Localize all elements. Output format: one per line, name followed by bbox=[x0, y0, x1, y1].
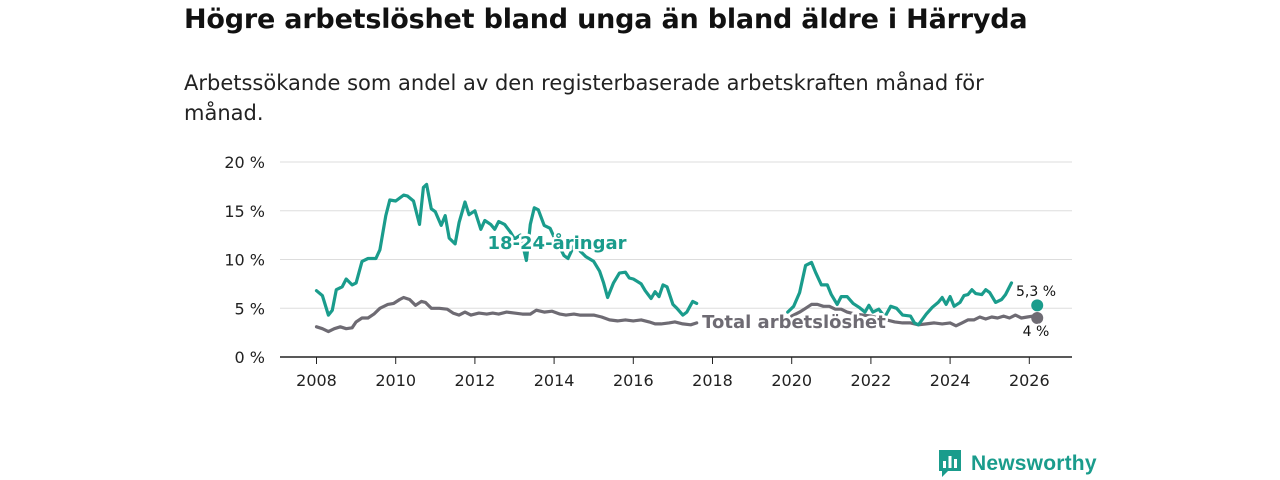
axes: 0 % 5 % 10 % 15 % 20 % 2008 2010 2012 2014 2016 20… bbox=[224, 153, 1072, 390]
x-tick-label: 2010 bbox=[375, 371, 416, 390]
x-tick-label: 2026 bbox=[1009, 371, 1050, 390]
series-total bbox=[314, 295, 1044, 334]
series-lines bbox=[314, 182, 1044, 334]
series-label-youth: 18-24-åringar bbox=[488, 232, 627, 254]
series-line-segment bbox=[786, 260, 1014, 327]
series-end-point bbox=[1031, 312, 1044, 324]
series-youth bbox=[314, 182, 1044, 327]
x-tick-label: 2020 bbox=[771, 371, 812, 390]
x-tick-label: 2018 bbox=[692, 371, 733, 390]
series-line-segment bbox=[314, 182, 699, 317]
x-tick-label: 2008 bbox=[296, 371, 337, 390]
x-tick-label: 2022 bbox=[851, 371, 892, 390]
y-tick-label: 15 % bbox=[224, 202, 265, 221]
chart-subtitle: Arbetssökande som andel av den registerb… bbox=[184, 71, 984, 125]
x-tick-label: 2024 bbox=[930, 371, 971, 390]
y-tick-label: 20 % bbox=[224, 153, 265, 172]
y-tick-label: 10 % bbox=[224, 251, 265, 270]
end-value-label-youth: 5,3 % bbox=[1016, 284, 1056, 300]
series-end-point bbox=[1031, 299, 1044, 312]
y-tick-label: 5 % bbox=[235, 299, 265, 318]
bar-chart-bubble-icon bbox=[939, 450, 961, 477]
end-value-label-total: 4 % bbox=[1023, 324, 1050, 340]
x-tick-label: 2012 bbox=[455, 371, 496, 390]
series-line-segment bbox=[314, 295, 699, 334]
line-chart: 0 % 5 % 10 % 15 % 20 % 2008 2010 2012 2014 2016 20… bbox=[224, 153, 1072, 390]
grid-lines bbox=[280, 161, 1072, 309]
brand-name: Newsworthy bbox=[971, 452, 1097, 475]
x-tick-label: 2014 bbox=[534, 371, 575, 390]
x-tick-label: 2016 bbox=[613, 371, 654, 390]
chart-title: Högre arbetslöshet bland unga än bland ä… bbox=[184, 4, 1028, 35]
brand-logo: Newsworthy bbox=[937, 448, 1097, 480]
y-tick-label: 0 % bbox=[235, 348, 265, 367]
series-label-total: Total arbetslöshet bbox=[702, 312, 886, 333]
series-labels: 18-24-åringar Total arbetslöshet 5,3 % 4 % bbox=[485, 230, 1058, 343]
